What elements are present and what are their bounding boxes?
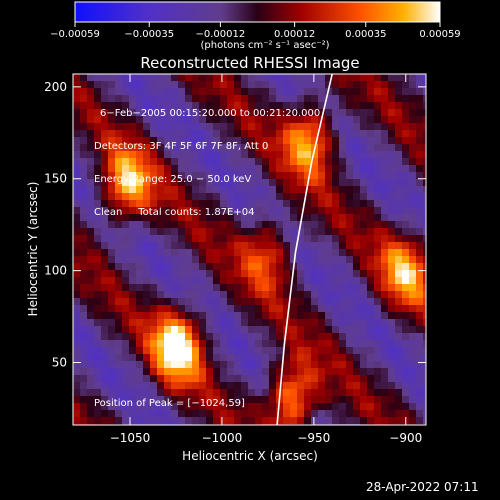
colorbar (74, 1, 441, 23)
info-line-detectors: Detectors: 3F 4F 5F 6F 7F 8F, Att 0 (94, 141, 269, 152)
colorbar-tick-label: 0.00035 (345, 29, 386, 40)
y-tick-label: 200 (44, 80, 67, 94)
colorbar-units: (photons cm⁻² s⁻¹ asec⁻²) (200, 40, 329, 51)
solar-limb-curve (276, 74, 333, 425)
colorbar-ticks: −0.00059 −0.00035 −0.00012 0.00012 0.00035 0.… (50, 22, 461, 40)
info-block: 6−Feb−2005 00:15:20.000 to 00:21:20.000 … (94, 86, 321, 240)
colorbar-tick-label: −0.00035 (124, 29, 174, 40)
info-line-time: 6−Feb−2005 00:15:20.000 to 00:21:20.000 (100, 108, 321, 119)
x-tick-label: −1000 (202, 431, 243, 445)
info-line-clean: Clean Total counts: 1.87E+04 (94, 207, 255, 218)
timestamp: 28-Apr-2022 07:11 (366, 480, 479, 494)
heatmap-cells (73, 74, 426, 425)
plot-frame (72, 73, 427, 426)
colorbar-tick-label: 0.00059 (419, 29, 460, 40)
colorbar-tick-label: 0.00012 (274, 29, 315, 40)
peak-position-label: Position of Peak = [−1024,59] (94, 398, 245, 409)
y-tick-label: 100 (44, 264, 67, 278)
y-tick-label: 150 (44, 172, 67, 186)
info-line-energy: Energy Range: 25.0 − 50.0 keV (94, 174, 252, 185)
x-tick-label: −1050 (110, 431, 151, 445)
axis-ticks: −1050 −1000 −950 −900 50 100 150 200 (44, 74, 426, 445)
colorbar-tick-label: −0.00059 (50, 29, 100, 40)
colorbar-tick-label: −0.00012 (196, 29, 246, 40)
y-axis-label: Heliocentric Y (arcsec) (26, 182, 40, 317)
y-tick-label: 50 (52, 356, 67, 370)
x-tick-label: −950 (297, 431, 330, 445)
x-tick-label: −900 (389, 431, 422, 445)
x-axis-label: Heliocentric X (arcsec) (182, 449, 318, 463)
chart-title: Reconstructed RHESSI Image (140, 54, 359, 72)
